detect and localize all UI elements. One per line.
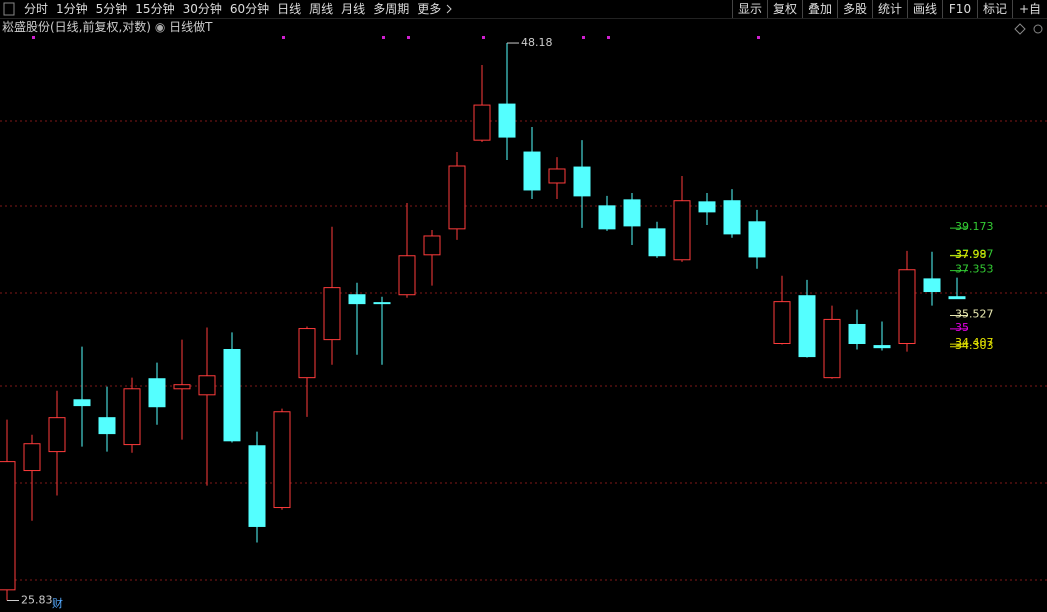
candle-body — [748, 221, 766, 258]
level-label: 35 — [955, 321, 969, 334]
candle-body — [723, 200, 741, 235]
indicator[interactable]: 日线做T — [169, 20, 213, 34]
candle-body — [198, 375, 216, 396]
tool-button[interactable]: +自 — [1012, 0, 1047, 18]
candle-body — [423, 235, 441, 256]
candle-body — [698, 201, 716, 213]
level-label: 35.527 — [955, 307, 994, 320]
period-tab[interactable]: 60分钟 — [229, 2, 270, 16]
candle-body — [598, 205, 616, 230]
candle-body — [473, 104, 491, 141]
candle-body — [148, 378, 166, 408]
title: 崧盛股份(日线,前复权,对数) — [2, 20, 151, 34]
candle-body — [323, 287, 341, 341]
level-label: 37.997 — [955, 247, 994, 260]
candle-body — [848, 323, 866, 345]
candle-body — [373, 302, 391, 305]
corner-icons[interactable] — [1014, 23, 1043, 35]
period-tab[interactable]: 1分钟 — [56, 2, 88, 16]
tool-bar: 显示 复权 叠加 多股 统计 画线 F10 标记 +自 — [732, 0, 1047, 18]
period-bar: 分时 1分钟 5分钟 15分钟 30分钟 60分钟 日线 周线 月线 多周期 更多 — [20, 0, 445, 18]
candle-body — [823, 318, 841, 379]
indicator-icon[interactable]: ◉ — [154, 20, 166, 34]
candle-body — [548, 168, 566, 184]
period-tab[interactable]: 30分钟 — [182, 2, 222, 16]
tool-button[interactable]: 画线 — [907, 0, 942, 18]
candle-body — [298, 328, 316, 379]
level-label: 34.407 — [955, 336, 994, 349]
max-label: 48.18 — [521, 36, 553, 49]
toolbar: 分时 1分钟 5分钟 15分钟 30分钟 60分钟 日线 周线 月线 多周期 更多 显示 复权 叠加 多股… — [0, 0, 1047, 19]
signal-dots — [32, 36, 760, 39]
tool-button[interactable]: 叠加 — [802, 0, 837, 18]
period-tab[interactable]: 周线 — [309, 2, 334, 16]
chevron — [446, 4, 452, 14]
candle-body — [673, 200, 691, 261]
tool-button[interactable]: 复权 — [767, 0, 802, 18]
period-tab[interactable]: 更多 — [417, 2, 442, 16]
candle-body — [248, 445, 266, 527]
candle-body — [23, 443, 41, 472]
candle-body — [523, 151, 541, 191]
tool-button[interactable]: 多股 — [837, 0, 872, 18]
header: 崧盛股份(日线,前复权,对数) ◉ 日线做T — [2, 19, 212, 35]
level-label: 34.303 — [955, 339, 994, 352]
level-label: 39.173 — [955, 220, 994, 233]
level-label: 37.98 — [955, 248, 987, 261]
candle-body — [623, 199, 641, 227]
tool-button[interactable]: 显示 — [732, 0, 767, 18]
period-tab[interactable]: 日线 — [277, 2, 302, 16]
candle-body — [798, 295, 816, 358]
candle-body — [873, 345, 891, 349]
candle-body — [73, 399, 91, 407]
candle-body — [923, 278, 941, 293]
tool-button[interactable]: 统计 — [872, 0, 907, 18]
candle-body — [948, 296, 966, 300]
candle-body — [173, 384, 191, 390]
period-tab[interactable]: 15分钟 — [135, 2, 175, 16]
candle-body — [448, 165, 466, 230]
candle-body — [223, 348, 241, 442]
period-tab[interactable]: 5分钟 — [95, 2, 128, 16]
candle-body — [348, 294, 366, 305]
level-label: 37.353 — [955, 263, 994, 276]
candle-body — [273, 411, 291, 509]
menu-icon[interactable] — [0, 0, 20, 18]
tool-button[interactable]: 标记 — [977, 0, 1012, 18]
candle-body — [123, 388, 141, 446]
candle-body — [398, 255, 416, 296]
period-tab[interactable]: 月线 — [341, 2, 366, 16]
candle-body — [498, 103, 516, 138]
candle-body — [898, 269, 916, 345]
candle-body — [573, 166, 591, 197]
candle-body — [48, 417, 66, 453]
period-tab[interactable]: 分时 — [24, 2, 49, 16]
candle-body — [648, 228, 666, 257]
tool-button[interactable]: F10 — [942, 0, 977, 18]
finance-marker: 财 — [52, 596, 63, 610]
min-label: 25.83 — [21, 594, 53, 607]
period-tab[interactable]: 多周期 — [373, 2, 410, 16]
candle-body — [0, 461, 16, 591]
candle-body — [773, 301, 791, 345]
candle-body — [98, 417, 116, 435]
